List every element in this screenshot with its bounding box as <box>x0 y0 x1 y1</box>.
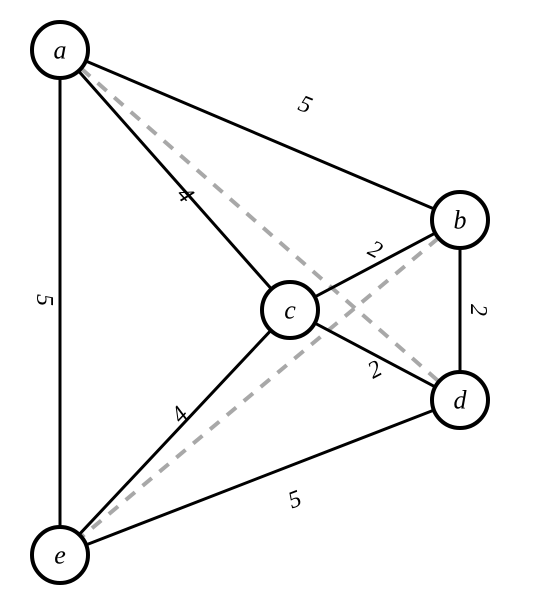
edge-label-d-e: 5 <box>285 486 306 515</box>
edge-a-d <box>81 68 439 381</box>
edge-a-b <box>86 61 434 209</box>
nodes-group: a b c d e <box>32 22 488 583</box>
edge-d-e <box>86 410 434 545</box>
edge-b-e <box>81 238 438 537</box>
edge-label-b-d: 2 <box>465 304 491 316</box>
node-label-a: a <box>54 36 67 65</box>
edge-label-a-e: 5 <box>31 294 57 306</box>
node-label-b: b <box>454 206 467 235</box>
node-label-c: c <box>284 296 296 325</box>
node-label-d: d <box>454 386 468 415</box>
edge-label-a-b: 5 <box>295 91 316 120</box>
edge-a-c <box>79 71 272 289</box>
edge-c-e <box>79 330 271 534</box>
node-label-e: e <box>54 541 66 570</box>
graph-diagram: 54522245abcde <box>0 0 540 600</box>
